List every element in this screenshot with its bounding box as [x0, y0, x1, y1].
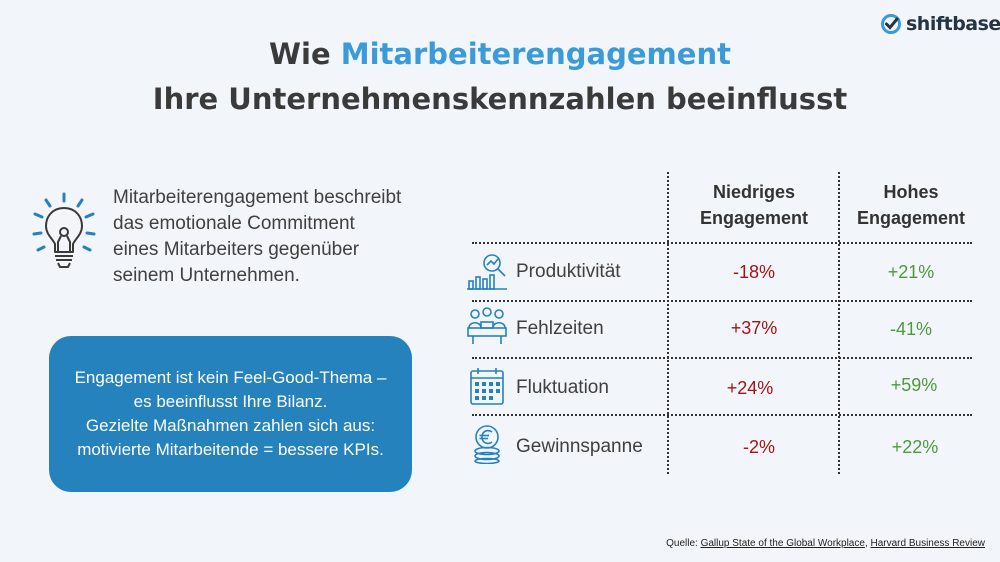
column-header-line: Engagement	[699, 208, 809, 228]
value-low-absence: +37%	[730, 318, 778, 338]
row-label-profit-margin: Gewinnspanne	[516, 436, 643, 457]
row-label-productivity: Produktivität	[516, 261, 621, 282]
calendar-icon	[470, 368, 504, 405]
intro-line: Mitarbeiterengagement beschreibt	[113, 187, 402, 208]
page-title: Wie Mitarbeiterengagement	[0, 37, 1000, 71]
row-label-turnover: Fluktuation	[516, 377, 609, 398]
title-highlight: Mitarbeiterengagement	[340, 37, 731, 71]
euro-coins-icon	[474, 425, 500, 464]
intro-line: seinem Unternehmen.	[113, 265, 300, 286]
intro-line: eines Mitarbeiters gegenüber	[113, 239, 360, 260]
productivity-chart-icon	[467, 254, 507, 290]
column-header-low: Niedriges Engagement	[679, 179, 829, 231]
brand-logo: shiftbase	[880, 13, 1000, 35]
source-link-gallup[interactable]: Gallup State of the Global Workplace	[700, 538, 865, 549]
table-divider-horizontal	[472, 300, 972, 302]
value-high-profit-margin: +22%	[891, 437, 939, 457]
row-label-absence: Fehlzeiten	[516, 318, 604, 339]
callout-line: es beeinflusst Ihre Bilanz.	[133, 392, 328, 411]
source-note: Quelle: Gallup State of the Global Workp…	[666, 538, 985, 549]
brand-name: shiftbase	[906, 13, 1000, 35]
meeting-people-icon	[467, 307, 507, 344]
column-header-line: Hohes	[883, 182, 939, 202]
title-prefix: Wie	[269, 37, 331, 71]
source-link-hbr[interactable]: Harvard Business Review	[870, 538, 986, 549]
value-low-turnover: +24%	[726, 378, 774, 398]
table-divider-vertical	[838, 172, 840, 474]
table-divider-horizontal	[472, 414, 972, 416]
table-divider-vertical	[667, 172, 669, 474]
intro-line: das emotionale Commitment	[113, 213, 355, 234]
column-header-line: Niedriges	[712, 182, 796, 202]
check-circle-icon	[881, 14, 901, 34]
source-separator: ,	[864, 538, 868, 549]
table-divider-horizontal	[472, 357, 972, 359]
value-high-turnover: +59%	[890, 375, 938, 395]
callout-line: Gezielte Maßnahmen zahlen sich aus:	[85, 416, 376, 435]
lightbulb-icon	[32, 192, 96, 268]
intro-text: Mitarbeiterengagement beschreibt das emo…	[113, 185, 443, 289]
column-header-high: Hohes Engagement	[836, 179, 986, 231]
source-label: Quelle:	[666, 538, 698, 549]
callout-line: motivierte Mitarbeitende = bessere KPIs.	[77, 440, 384, 459]
value-high-absence: -41%	[889, 319, 933, 339]
value-low-productivity: -18%	[732, 262, 776, 282]
value-low-profit-margin: -2%	[742, 437, 775, 457]
table-divider-horizontal	[472, 242, 972, 244]
callout-line: Engagement ist kein Feel-Good-Thema –	[74, 368, 387, 387]
callout-box: Engagement ist kein Feel-Good-Thema – es…	[49, 336, 412, 492]
page-subtitle: Ihre Unternehmenskennzahlen beeinflusst	[152, 82, 848, 116]
column-header-line: Engagement	[856, 208, 966, 228]
value-high-productivity: +21%	[887, 262, 935, 282]
